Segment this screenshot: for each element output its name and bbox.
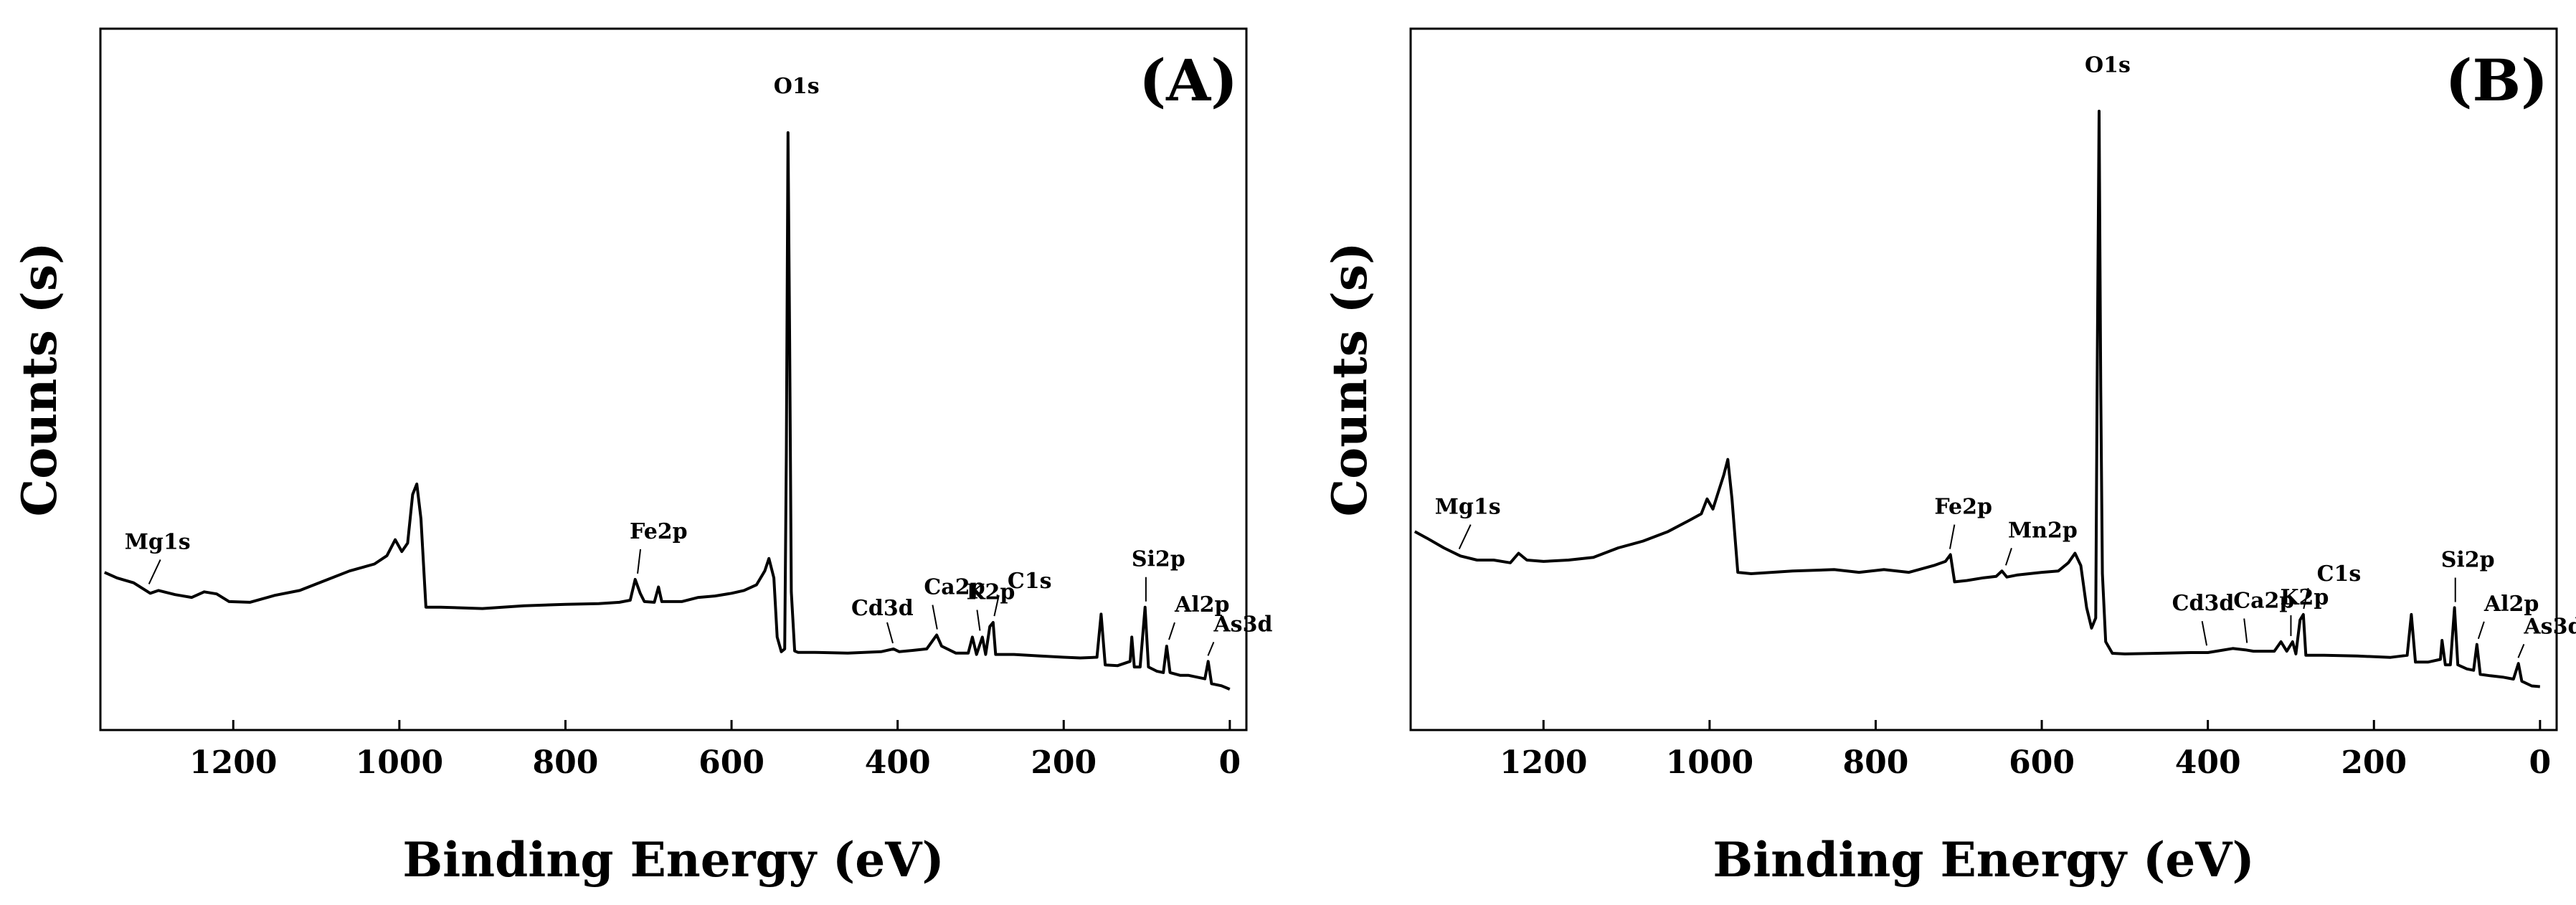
peak-label-a-c1s: C1s [1008,569,1052,594]
leader-line-a-cd3d [886,622,894,644]
peak-label-a-ca2p: Ca2p [924,575,985,600]
x-tick-label-a-200: 200 [1031,744,1097,781]
peak-label-a-k2p: K2p [966,579,1015,605]
peak-label-a-as3d: As3d [1213,612,1272,637]
leader-line-b-fe2p [1948,524,1956,549]
leader-line-a-k2p [976,610,981,631]
x-tick-label-b-0: 0 [2529,744,2552,781]
peak-label-b-al2p: Al2p [2483,592,2539,617]
plot-frame-b [1409,27,2558,731]
peak-label-a-o1s: O1s [774,74,820,99]
x-axis-title-b: Binding Energy (eV) [1713,832,2254,888]
leader-line-b-mg1s [1458,524,1472,549]
x-tick-label-a-0: 0 [1219,744,1241,781]
x-axis-title-a: Binding Energy (eV) [402,832,944,888]
peak-label-a-cd3d: Cd3d [851,596,914,621]
peak-label-a-al2p: Al2p [1174,592,1230,617]
leader-line-a-as3d [1207,642,1215,656]
x-tick-label-b-800: 800 [1843,744,1909,781]
peak-label-b-c1s: C1s [2317,562,2362,587]
leader-line-b-c1s [2303,587,2309,610]
peak-label-b-si2p: Si2p [2441,548,2495,573]
x-tick-label-a-600: 600 [699,744,764,781]
y-axis-title-b: Counts (s) [1322,242,1378,517]
x-tick-label-a-400: 400 [865,744,931,781]
x-tick-label-a-800: 800 [533,744,599,781]
peak-label-b-as3d: As3d [2523,614,2576,639]
plot-frame-a [99,27,1248,731]
leader-line-a-ca2p [932,605,938,630]
x-tick-label-a-1200: 1200 [189,744,277,781]
leader-line-a-c1s [993,594,1000,617]
x-tick-label-b-200: 200 [2341,744,2407,781]
leader-line-b-mn2p [2005,547,2012,566]
peak-label-b-mn2p: Mn2p [2008,518,2078,543]
panel-b: 1200 1000 800 600 400 200 0 Binding Energy (eV)… [1322,27,2576,888]
peak-label-b-cd3d: Cd3d [2172,591,2235,616]
peak-label-b-o1s: O1s [2085,52,2131,77]
leader-line-b-cd3d [2201,621,2208,646]
panel-label-a: (A) [1139,47,1238,114]
leader-line-b-al2p [2477,621,2485,640]
peak-label-a-si2p: Si2p [1132,547,1185,572]
x-tick-label-a-1000: 1000 [356,744,443,781]
x-tick-label-b-600: 600 [2009,744,2075,781]
peak-label-b-ca2p: Ca2p [2233,588,2294,613]
spectrum-line-a [103,131,1231,691]
x-tick-label-b-1200: 1200 [1500,744,1587,781]
panel-label-b: (B) [2445,47,2548,114]
panel-a: 1200 1000 800 600 400 200 0 Binding Energy (eV)… [11,27,1272,888]
leader-line-a-fe2p [637,549,642,574]
peak-label-a-mg1s: Mg1s [125,529,191,554]
leader-line-b-ca2p [2243,618,2248,643]
peak-label-b-fe2p: Fe2p [1934,495,1992,520]
leader-line-a-mg1s [148,559,161,584]
leader-line-b-as3d [2517,643,2525,658]
spectrum-line-b [1414,110,2540,688]
peak-label-a-fe2p: Fe2p [630,519,688,544]
peak-label-b-mg1s: Mg1s [1435,495,1501,520]
leader-line-a-al2p [1168,622,1175,640]
x-tick-label-b-1000: 1000 [1666,744,1753,781]
x-tick-label-b-400: 400 [2175,744,2241,781]
y-axis-title-a: Counts (s) [11,242,67,517]
